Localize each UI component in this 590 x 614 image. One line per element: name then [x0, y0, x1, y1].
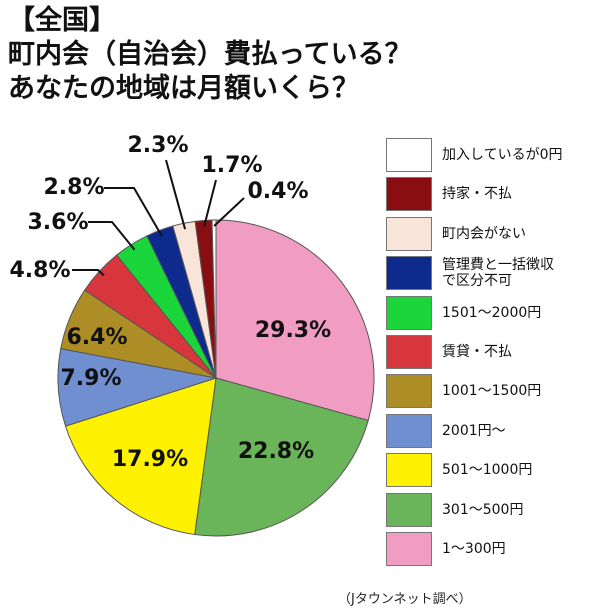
slice-label-3: 17.9%	[112, 447, 188, 472]
legend-swatch-8	[386, 413, 432, 448]
title-line-2: 町内会（自治会）費払っている？	[8, 39, 412, 70]
legend-swatch-10	[386, 492, 432, 527]
legend-item-4: 管理費と一括徴収 で区分不可	[386, 254, 586, 292]
title-line-1: 【全国】	[8, 5, 116, 36]
legend-swatch-9	[386, 453, 432, 488]
legend-label-line-1: 管理費と一括徴収	[442, 257, 554, 274]
pie-slice-2	[194, 377, 369, 537]
pie-slice-11	[211, 219, 217, 379]
legend-label-8: 2001円〜	[442, 422, 506, 439]
slice-label-4: 7.9%	[60, 366, 121, 391]
legend-item-3: 町内会がない	[386, 215, 586, 251]
chart-title: 【全国】 町内会（自治会）費払っている？ あなたの地域は月額いくら？	[8, 4, 488, 106]
slice-label-10: 1.7%	[201, 153, 262, 178]
legend-label-4: 管理費と一括徴収 で区分不可	[442, 254, 582, 292]
legend-item-10: 301〜500円	[386, 491, 586, 527]
legend-item-11: 1〜300円	[386, 530, 586, 566]
slice-label-6: 4.8%	[9, 258, 70, 283]
leader-line-8	[104, 187, 163, 237]
leader-line-6	[72, 269, 105, 277]
legend-item-2: 持家・不払	[386, 175, 586, 212]
pie-slice-1	[215, 219, 375, 422]
legend-item-8: 2001円〜	[386, 412, 586, 448]
legend-item-5: 1501〜2000円	[386, 294, 586, 330]
legend-label-6: 賃貸・不払	[442, 344, 512, 360]
legend-item-6: 賃貸・不払	[386, 333, 586, 369]
legend-label-7: 1001〜1500円	[442, 383, 542, 400]
slice-label-2: 22.8%	[238, 439, 314, 464]
legend-swatch-4	[386, 256, 432, 291]
legend-label-5: 1501〜2000円	[442, 304, 542, 321]
legend-swatch-2	[386, 177, 432, 212]
legend-item-9: 501〜1000円	[386, 451, 586, 488]
legend-label-11: 1〜300円	[442, 541, 506, 557]
legend-swatch-6	[386, 335, 432, 369]
legend-label-2: 持家・不払	[442, 186, 512, 203]
legend-swatch-7	[386, 374, 432, 409]
leader-line-9	[165, 159, 187, 230]
legend-item-1: 加入しているが0円	[386, 136, 586, 172]
legend-swatch-5	[386, 295, 432, 330]
legend-swatch-1	[386, 138, 432, 172]
legend-label-1: 加入しているが0円	[442, 147, 563, 163]
legend-item-7: 1001〜1500円	[386, 372, 586, 409]
pie-slice-3	[64, 377, 217, 536]
source-note: （Jタウンネット調べ）	[338, 592, 472, 607]
leader-line-7	[88, 221, 136, 251]
legend-label-3: 町内会がない	[442, 225, 526, 242]
legend-label-line-2: で区分不可	[442, 273, 512, 290]
leader-line-11	[213, 197, 245, 227]
leader-line-10	[203, 179, 217, 227]
slice-label-5: 6.4%	[66, 325, 127, 350]
slice-label-9: 2.3%	[127, 133, 188, 158]
legend-swatch-11	[386, 532, 432, 566]
title-line-3: あなたの地域は月額いくら？	[8, 73, 359, 104]
slice-label-7: 3.6%	[27, 210, 88, 235]
legend-label-10: 301〜500円	[442, 501, 524, 518]
slice-label-11: 0.4%	[247, 179, 308, 204]
slice-label-1: 29.3%	[255, 318, 331, 343]
legend-swatch-3	[386, 216, 432, 251]
legend-label-9: 501〜1000円	[442, 462, 533, 479]
slice-label-8: 2.8%	[43, 175, 104, 200]
